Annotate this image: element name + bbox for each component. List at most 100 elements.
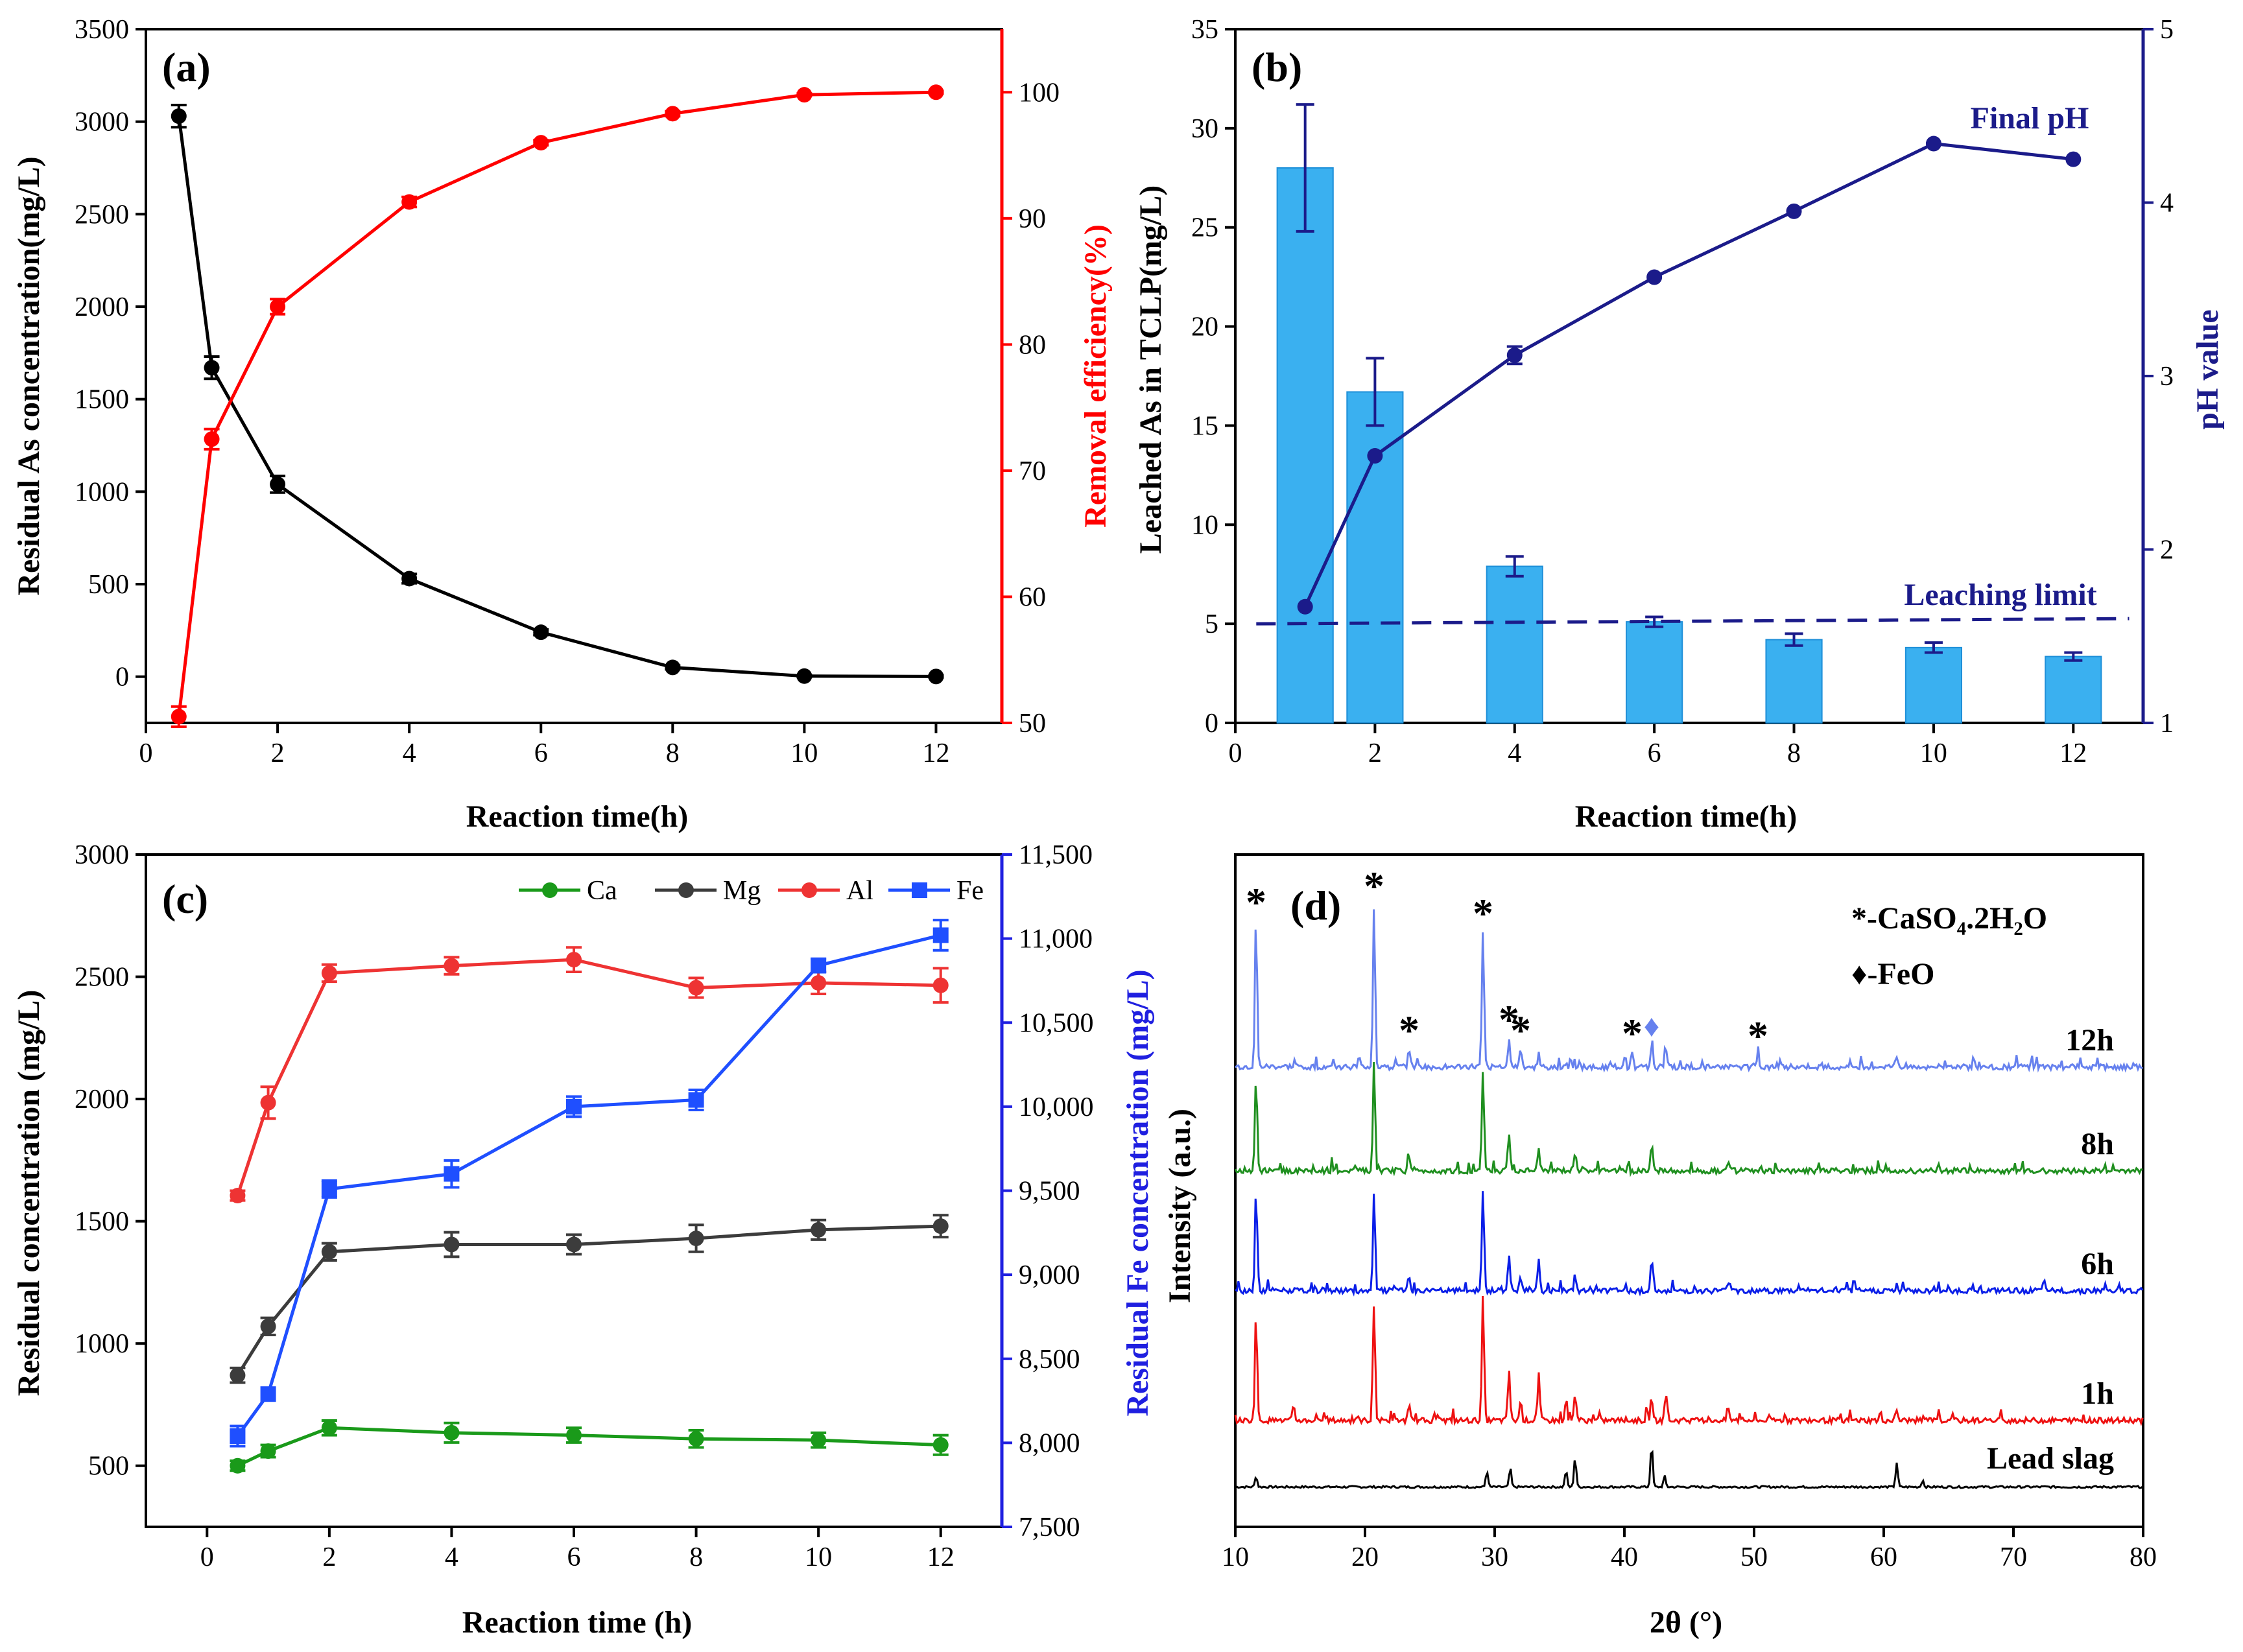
xrd-caso4-marker: *: [1246, 879, 1266, 925]
legend-al: Al: [846, 876, 873, 906]
xrd-caso4-marker: *: [1399, 1008, 1419, 1054]
removal-efficiency-point: [796, 87, 813, 103]
x-tick-label: 12: [2059, 738, 2087, 768]
panel-c-label: (c): [162, 876, 208, 922]
x-tick-label: 50: [1740, 1542, 1768, 1572]
y-left-tick-label: 35: [1191, 15, 1218, 45]
y-right-tick-label: 60: [1019, 582, 1046, 612]
panel-a-residual-as: (a) Reaction time(h) Residual As concent…: [12, 15, 1113, 834]
xrd-caso4-marker: *: [1748, 1013, 1768, 1059]
xrd-caso4-marker: *: [1473, 890, 1493, 936]
removal-efficiency-point: [204, 431, 220, 447]
y-left-tick-label: 1000: [75, 477, 129, 507]
residual-as-line: [177, 115, 936, 678]
x-tick-label: 70: [2000, 1542, 2027, 1572]
series-al-point: [321, 965, 337, 981]
final-ph-point: [2065, 151, 2082, 167]
removal-efficiency-point: [928, 84, 944, 100]
x-tick-label: 4: [403, 738, 416, 768]
y-left-tick-label: 2500: [75, 963, 129, 993]
panel-a-ylabel-right: Removal efficiency(%): [1078, 224, 1113, 528]
series-fe-point: [566, 1098, 582, 1115]
x-tick-label: 30: [1481, 1542, 1508, 1572]
y-left-tick-label: 2000: [75, 1085, 129, 1115]
y-right-tick-label: 8,000: [1019, 1428, 1080, 1458]
xrd-trace-6h: [1235, 1191, 2144, 1297]
panel-c-residual-ions: (c) Reaction time (h) Residual concentra…: [12, 840, 1155, 1640]
residual-as-point: [796, 668, 813, 684]
y-right-tick-label: 1: [2160, 709, 2174, 738]
y-left-tick-label: 0: [1205, 709, 1218, 738]
tclp-bar: [2045, 655, 2102, 724]
panel-b-leaching-limit-label: Leaching limit: [1904, 578, 2096, 612]
y-left-tick-label: 1500: [75, 385, 129, 415]
tclp-bar: [1276, 167, 1334, 724]
x-tick-label: 20: [1351, 1542, 1379, 1572]
legend-fe: Fe: [956, 876, 984, 906]
xrd-trace-lead-slag: [1235, 1450, 2144, 1490]
panel-a-label: (a): [162, 44, 211, 90]
y-left-tick-label: 500: [88, 1452, 129, 1481]
leaching-limit-line: [1256, 617, 2130, 626]
series-fe-point: [811, 958, 827, 974]
series-ca-point: [811, 1432, 827, 1448]
residual-as-point: [928, 668, 944, 685]
tclp-bar: [1346, 391, 1404, 724]
y-left-tick-label: 5: [1205, 609, 1218, 639]
residual-as-point: [401, 571, 418, 587]
y-right-tick-label: 90: [1019, 204, 1046, 234]
final-ph-point: [1786, 203, 1802, 219]
y-left-tick-label: 25: [1191, 213, 1218, 243]
legend-mg: Mg: [723, 876, 761, 906]
final-ph-line: [1303, 141, 2074, 608]
series-mg-point: [321, 1244, 337, 1260]
y-right-tick-label: 11,000: [1019, 925, 1093, 954]
y-left-tick-label: 30: [1191, 114, 1218, 144]
y-right-tick-label: 4: [2160, 189, 2174, 218]
removal-efficiency-point: [665, 106, 681, 122]
panel-d-xlabel: 2θ (°): [1650, 1605, 1722, 1640]
y-left-tick-label: 2500: [75, 200, 129, 230]
y-right-tick-label: 8,500: [1019, 1345, 1080, 1375]
residual-as-point: [204, 360, 220, 376]
y-left-tick-label: 1000: [75, 1329, 129, 1359]
panel-c-ylabel-right: Residual Fe concentration (mg/L): [1121, 969, 1155, 1416]
series-fe-point: [932, 927, 949, 943]
tclp-bar: [1765, 639, 1823, 724]
plot-frame: [1234, 853, 2144, 1528]
panel-b-tclp-leaching: (b) Reaction time(h) Leached As in TCLP(…: [1133, 15, 2225, 834]
residual-as-point: [665, 659, 681, 676]
series-ca-point: [260, 1443, 276, 1459]
x-tick-label: 10: [790, 738, 818, 768]
y-left-tick-label: 3000: [75, 840, 129, 870]
series-fe-point: [321, 1181, 337, 1197]
final-ph-point: [1925, 136, 1941, 152]
y-left-tick-label: 15: [1191, 411, 1218, 441]
x-tick-label: 4: [445, 1542, 458, 1572]
x-tick-label: 40: [1611, 1542, 1638, 1572]
xrd-caso4-marker: *: [1622, 1010, 1643, 1056]
x-tick-label: 6: [534, 738, 548, 768]
y-left-tick-label: 20: [1191, 313, 1218, 342]
panel-b-ylabel-right: pH value: [2190, 309, 2225, 429]
removal-efficiency-point: [270, 299, 286, 314]
y-left-tick-label: 10: [1191, 510, 1218, 540]
series-fe-line: [236, 934, 942, 1437]
y-right-tick-label: 3: [2160, 362, 2174, 392]
panel-d-legend-feo: ♦-FeO: [1851, 957, 1934, 991]
panel-c-xlabel: Reaction time (h): [462, 1605, 693, 1640]
y-left-tick-label: 3500: [75, 15, 129, 45]
x-tick-label: 2: [322, 1542, 336, 1572]
y-right-tick-label: 80: [1019, 330, 1046, 360]
removal-efficiency-point: [171, 709, 187, 725]
y-right-tick-label: 5: [2160, 15, 2174, 45]
y-right-tick-label: 7,500: [1019, 1513, 1080, 1542]
panel-a-xlabel: Reaction time(h): [466, 799, 689, 834]
xrd-trace-label: 12h: [2065, 1023, 2114, 1057]
panel-b-xlabel: Reaction time(h): [1575, 799, 1798, 834]
tclp-bar: [1905, 646, 1963, 724]
x-tick-label: 10: [1920, 738, 1947, 768]
removal-efficiency-point: [533, 135, 549, 151]
series-al-point: [688, 980, 704, 996]
x-tick-label: 80: [2130, 1542, 2157, 1572]
